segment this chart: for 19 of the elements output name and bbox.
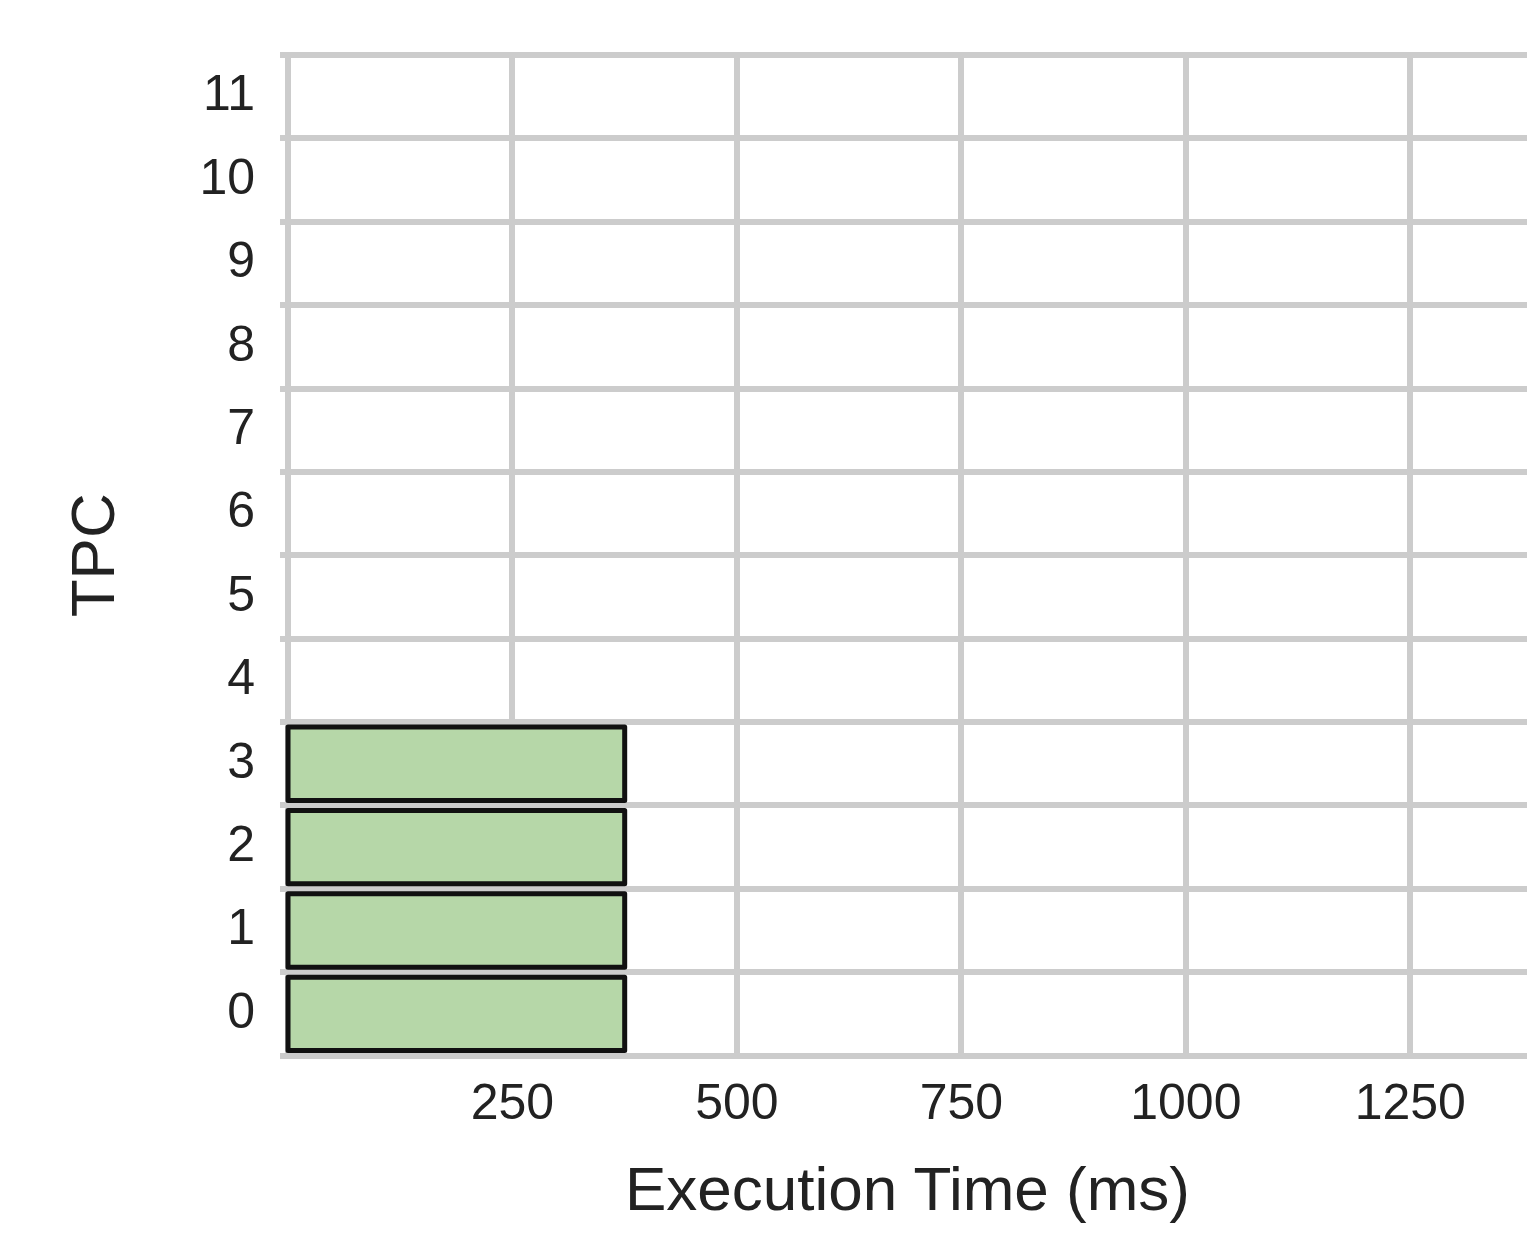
y-tick-label: 10: [199, 148, 256, 205]
y-tick-label: 1: [227, 899, 256, 956]
x-tick-label: 500: [695, 1074, 779, 1131]
y-tick-label: 7: [227, 399, 256, 456]
y-axis-title: TPC: [58, 493, 128, 618]
x-tick-label: 1000: [1130, 1074, 1242, 1131]
y-tick-label: 2: [227, 815, 256, 872]
x-tick-label: 1250: [1354, 1074, 1466, 1131]
y-tick-label: 8: [227, 315, 256, 372]
y-tick-label: 9: [227, 232, 256, 289]
y-tick-label: 0: [227, 982, 256, 1039]
y-tick-label: 11: [203, 65, 256, 122]
y-tick-label: 4: [227, 649, 256, 706]
x-axis-title: Execution Time (ms): [624, 1153, 1191, 1223]
x-tick-label: 250: [470, 1074, 555, 1131]
y-tick-label: 3: [227, 732, 256, 789]
y-tick-label: 6: [227, 482, 256, 539]
x-tick-label: 750: [919, 1074, 1004, 1131]
y-tick-label: 5: [227, 565, 256, 622]
